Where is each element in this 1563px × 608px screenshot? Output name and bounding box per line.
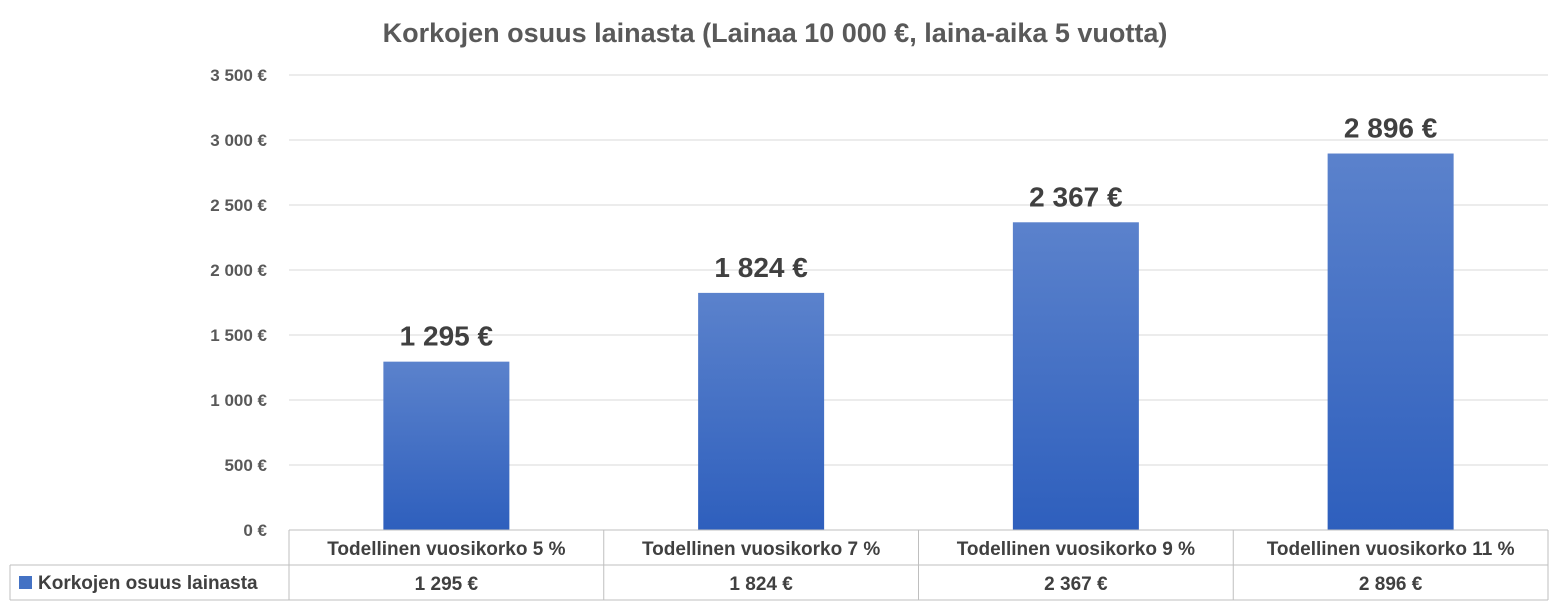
- table-value: 2 896 €: [1359, 574, 1423, 595]
- bar: [698, 292, 825, 530]
- y-tick-label: 500 €: [224, 456, 267, 475]
- y-tick-label: 1 500 €: [210, 326, 267, 345]
- y-tick-label: 2 500 €: [210, 196, 267, 215]
- bar: [1012, 222, 1139, 531]
- legend-swatch: [19, 576, 32, 589]
- table-value: 1 824 €: [729, 574, 793, 595]
- data-label: 1 824 €: [714, 252, 808, 283]
- y-tick-label: 2 000 €: [210, 261, 267, 280]
- bar: [383, 361, 510, 530]
- x-category-label: Todellinen vuosikorko 9 %: [957, 539, 1195, 560]
- bar: [1327, 153, 1454, 530]
- x-category-label: Todellinen vuosikorko 7 %: [642, 539, 880, 560]
- legend-label: Korkojen osuus lainasta: [38, 573, 258, 594]
- x-category-label: Todellinen vuosikorko 5 %: [327, 539, 565, 560]
- chart-title: Korkojen osuus lainasta (Lainaa 10 000 €…: [383, 18, 1168, 48]
- y-tick-label: 1 000 €: [210, 391, 267, 410]
- data-label: 2 896 €: [1344, 113, 1438, 144]
- y-tick-label: 3 500 €: [210, 66, 267, 85]
- data-label: 2 367 €: [1029, 181, 1123, 212]
- table-value: 2 367 €: [1044, 574, 1108, 595]
- y-tick-label: 0 €: [243, 521, 267, 540]
- data-label: 1 295 €: [400, 321, 494, 352]
- table-value: 1 295 €: [415, 574, 479, 595]
- x-category-label: Todellinen vuosikorko 11 %: [1267, 539, 1515, 560]
- y-tick-label: 3 000 €: [210, 131, 267, 150]
